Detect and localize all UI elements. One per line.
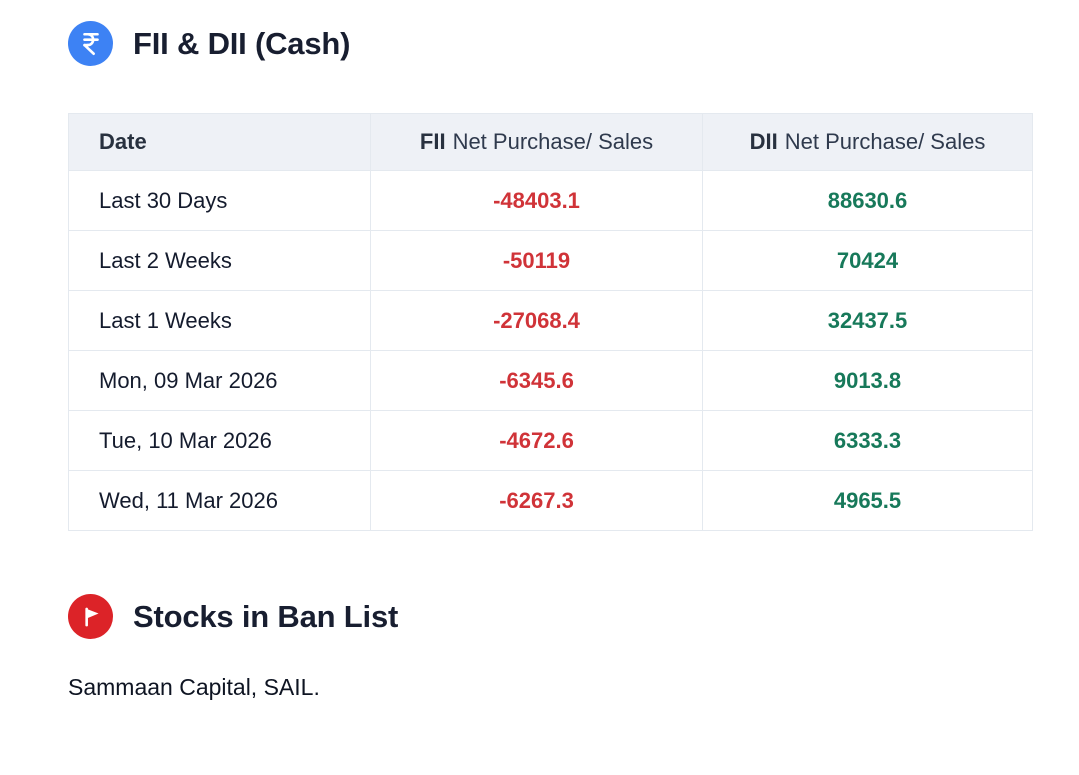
table-header-row: Date FII Net Purchase/ Sales DII Net Purch… xyxy=(68,113,1033,171)
column-header-dii: DII Net Purchase/ Sales xyxy=(702,113,1033,171)
dii-value-cell: 88630.6 xyxy=(702,170,1033,231)
column-header-date-label: Date xyxy=(99,129,147,154)
date-cell: Wed, 11 Mar 2026 xyxy=(68,470,371,531)
fii-dii-table: Date FII Net Purchase/ Sales DII Net Purch… xyxy=(68,113,1033,531)
ban-list-title: Stocks in Ban List xyxy=(133,598,399,634)
column-header-fii-rest: Net Purchase/ Sales xyxy=(452,129,654,154)
table-row: Last 1 Weeks -27068.4 32437.5 xyxy=(68,290,1033,351)
dii-value-cell: 4965.5 xyxy=(702,470,1033,531)
table-row: Last 30 Days -48403.1 88630.6 xyxy=(68,170,1033,231)
date-cell: Last 1 Weeks xyxy=(68,290,371,351)
rupee-icon xyxy=(68,21,113,66)
dii-value-cell: 6333.3 xyxy=(702,410,1033,471)
table-row: Tue, 10 Mar 2026 -4672.6 6333.3 xyxy=(68,410,1033,471)
fii-value-cell: -48403.1 xyxy=(370,170,703,231)
table-row: Last 2 Weeks -50119 70424 xyxy=(68,230,1033,291)
column-header-dii-strong: DII xyxy=(749,129,778,154)
fii-value-cell: -6345.6 xyxy=(370,350,703,411)
dii-value-cell: 9013.8 xyxy=(702,350,1033,411)
date-cell: Tue, 10 Mar 2026 xyxy=(68,410,371,471)
fii-value-cell: -4672.6 xyxy=(370,410,703,471)
date-cell: Last 2 Weeks xyxy=(68,230,371,291)
fii-value-cell: -50119 xyxy=(370,230,703,291)
fii-value-cell: -27068.4 xyxy=(370,290,703,351)
fii-dii-section: FII & DII (Cash) Date FII Net Purchase/ S… xyxy=(68,21,1033,531)
dii-value-cell: 70424 xyxy=(702,230,1033,291)
date-cell: Last 30 Days xyxy=(68,170,371,231)
column-header-date: Date xyxy=(68,113,371,171)
dii-value-cell: 32437.5 xyxy=(702,290,1033,351)
ban-list-section: Stocks in Ban List Sammaan Capital, SAIL… xyxy=(68,594,1032,701)
column-header-dii-rest: Net Purchase/ Sales xyxy=(784,129,986,154)
ban-list-header: Stocks in Ban List xyxy=(68,594,1032,639)
flag-icon xyxy=(68,594,113,639)
fii-dii-header: FII & DII (Cash) xyxy=(68,21,1032,66)
table-row: Mon, 09 Mar 2026 -6345.6 9013.8 xyxy=(68,350,1033,411)
column-header-fii: FII Net Purchase/ Sales xyxy=(370,113,703,171)
page-title: FII & DII (Cash) xyxy=(133,25,351,61)
column-header-fii-strong: FII xyxy=(419,129,446,154)
date-cell: Mon, 09 Mar 2026 xyxy=(68,350,371,411)
table-row: Wed, 11 Mar 2026 -6267.3 4965.5 xyxy=(68,470,1033,531)
ban-list-stocks: Sammaan Capital, SAIL. xyxy=(68,674,320,700)
fii-value-cell: -6267.3 xyxy=(370,470,703,531)
